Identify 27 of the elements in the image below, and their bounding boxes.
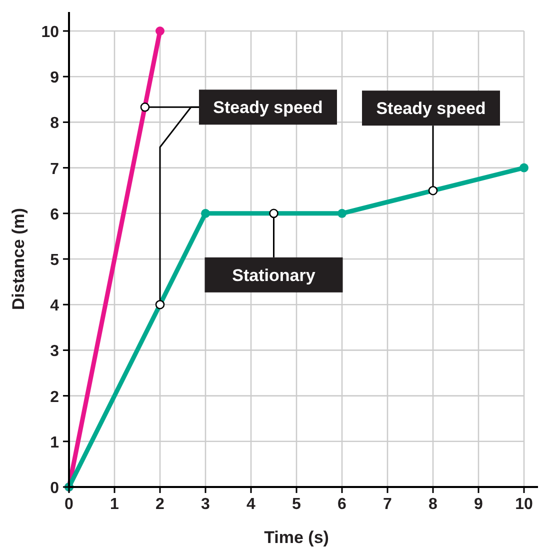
x-tick-label: 4	[246, 496, 256, 513]
y-tick-label: 7	[50, 160, 60, 178]
x-tick-label: 1	[110, 496, 120, 513]
x-tick-label: 7	[383, 496, 392, 513]
x-axis-title: Time (s)	[264, 528, 329, 547]
x-tick-label: 3	[201, 496, 210, 513]
y-tick-label: 3	[50, 343, 60, 360]
y-tick-label: 10	[41, 24, 60, 41]
x-tick-label: 10	[515, 496, 533, 513]
x-tick-label: 8	[428, 496, 438, 513]
annotation: Stationary	[232, 266, 316, 285]
y-tick-label: 6	[50, 206, 60, 224]
x-tick-label: 0	[64, 496, 74, 513]
x-tick-label: 5	[292, 496, 302, 513]
x-tick-label: 6	[338, 496, 347, 513]
x-tick-label: 2	[156, 496, 165, 513]
y-tick-label: 9	[50, 70, 60, 87]
annotation: Steady speed	[213, 98, 323, 118]
y-tick-label: 0	[50, 480, 60, 497]
y-axis-title: Distance (m)	[9, 208, 28, 310]
y-tick-label: 1	[50, 434, 60, 452]
y-tick-label: 8	[50, 115, 60, 132]
y-tick-label: 4	[50, 298, 60, 315]
annotation: Steady speed	[376, 99, 486, 118]
x-tick-label: 9	[474, 496, 484, 513]
y-tick-label: 2	[50, 388, 60, 406]
y-tick-label: 5	[50, 252, 60, 269]
